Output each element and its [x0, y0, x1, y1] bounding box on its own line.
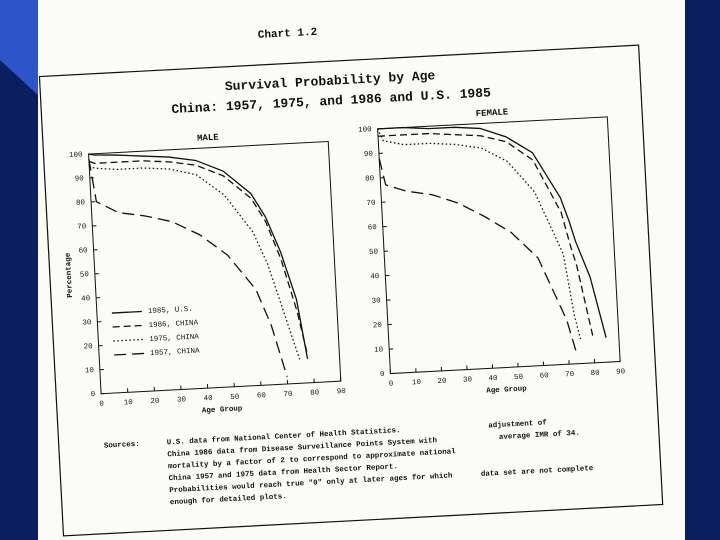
x-tick-label: 60: [257, 392, 267, 400]
y-axis-label: Percentage: [65, 252, 75, 298]
y-tick-label: 70: [366, 200, 376, 208]
x-tick-label: 10: [412, 379, 422, 387]
corner-accent: [0, 0, 38, 95]
x-tick-label: 70: [565, 371, 575, 379]
series-line: [88, 158, 288, 377]
x-tick-label: 20: [437, 378, 447, 386]
series-line: [378, 158, 577, 352]
y-tick-label: 30: [82, 319, 92, 327]
legend-label: 1986, CHINA: [148, 320, 198, 331]
series-line: [88, 160, 308, 355]
y-tick-label: 30: [371, 297, 381, 305]
series-line: [377, 132, 594, 339]
y-tick-label: 40: [370, 273, 380, 281]
x-tick-label: 30: [463, 376, 473, 384]
y-tick-label: 100: [69, 151, 83, 160]
y-tick-label: 80: [365, 175, 375, 183]
frame: [38, 44, 664, 537]
x-tick-label: 20: [150, 398, 160, 406]
legend-swatch: [114, 352, 145, 356]
y-tick-label: 60: [78, 247, 88, 255]
y-tick-label: 20: [83, 343, 93, 351]
y-tick-label: 100: [358, 126, 372, 135]
panel-title: FEMALE: [476, 107, 509, 119]
x-tick-label: 80: [590, 370, 600, 378]
sources-label: Sources:: [104, 441, 140, 451]
legend-swatch: [112, 324, 143, 328]
y-tick-label: 50: [369, 248, 379, 256]
legend-label: 1985, U.S.: [148, 306, 193, 316]
x-tick-label: 50: [230, 393, 240, 401]
x-tick-label: 40: [204, 395, 214, 403]
y-tick-label: 20: [373, 322, 383, 330]
legend-label: 1957, CHINA: [150, 347, 200, 358]
x-tick-label: 80: [310, 389, 320, 397]
series-line: [88, 153, 309, 359]
y-tick-label: 10: [85, 367, 95, 375]
x-tick-label: 40: [488, 375, 498, 383]
x-axis-label: Age Group: [486, 385, 527, 395]
scan: Chart 1.2 Survival Probability by Age Ch…: [38, 27, 664, 537]
y-tick-label: 0: [380, 371, 385, 379]
x-tick-label: 0: [389, 380, 394, 388]
source-note: adjustment of: [488, 419, 547, 430]
x-tick-label: 70: [283, 391, 293, 399]
x-tick-label: 60: [539, 372, 549, 380]
x-tick-label: 50: [514, 374, 524, 382]
y-tick-label: 80: [76, 199, 86, 207]
y-tick-label: 10: [374, 346, 384, 354]
x-tick-label: 90: [616, 368, 626, 376]
series-line: [88, 165, 301, 360]
legend-swatch: [113, 338, 144, 342]
legend-label: 1975, CHINA: [149, 333, 199, 344]
y-tick-label: 90: [364, 151, 374, 159]
chart-label: Chart 1.2: [258, 27, 318, 42]
y-tick-label: 50: [80, 271, 90, 279]
y-tick-label: 60: [368, 224, 378, 232]
legend-swatch: [111, 310, 142, 314]
y-tick-label: 70: [77, 223, 87, 231]
x-tick-label: 0: [99, 401, 104, 409]
y-tick-label: 40: [81, 295, 91, 303]
y-tick-label: 90: [75, 175, 85, 183]
y-tick-label: 0: [90, 391, 95, 399]
panel-title: MALE: [197, 133, 220, 144]
x-tick-label: 30: [177, 396, 187, 404]
x-axis-label: Age Group: [202, 405, 243, 415]
series-line: [377, 126, 607, 338]
x-tick-label: 10: [124, 399, 134, 407]
x-tick-label: 90: [337, 388, 347, 396]
